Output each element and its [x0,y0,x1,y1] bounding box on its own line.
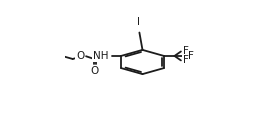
Text: O: O [76,51,84,61]
Text: NH: NH [93,51,109,61]
Text: F: F [187,51,193,61]
Text: F: F [183,46,189,57]
Text: F: F [183,55,189,65]
Text: I: I [137,17,140,27]
Text: O: O [91,66,99,76]
